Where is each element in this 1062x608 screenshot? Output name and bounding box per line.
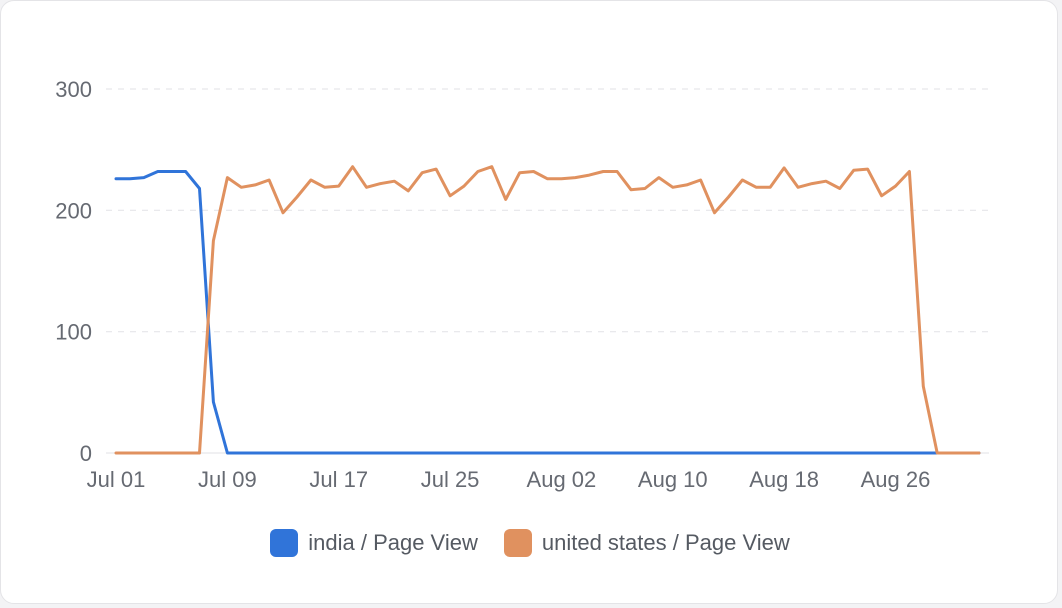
- y-tick-label: 300: [55, 77, 92, 102]
- x-tick-label: Jul 25: [421, 467, 480, 492]
- x-tick-label: Jul 01: [87, 467, 146, 492]
- y-tick-label: 200: [55, 198, 92, 223]
- x-tick-label: Jul 17: [309, 467, 368, 492]
- legend-item-0[interactable]: india / Page View: [270, 529, 478, 557]
- x-axis-ticks: Jul 01 Jul 09 Jul 17 Jul 25 Aug 02 Aug 10 Aug …: [87, 467, 931, 492]
- legend: india / Page View united states / Page Vi…: [1, 529, 1059, 557]
- y-tick-label: 100: [55, 320, 92, 345]
- series-line-0[interactable]: [114, 170, 981, 455]
- x-tick-label: Aug 18: [749, 467, 819, 492]
- legend-label: india / Page View: [308, 530, 478, 555]
- y-tick-label: 0: [80, 441, 92, 466]
- series-line-1[interactable]: [114, 165, 981, 455]
- legend-swatch: [503, 529, 532, 557]
- legend-swatch: [270, 529, 299, 557]
- x-tick-label: Aug 26: [861, 467, 931, 492]
- x-tick-label: Jul 09: [198, 467, 257, 492]
- grid-lines: [106, 88, 989, 454]
- legend-label: united states / Page View: [541, 530, 790, 555]
- x-tick-label: Aug 10: [638, 467, 708, 492]
- series-lines: [114, 165, 981, 455]
- x-tick-label: Aug 02: [527, 467, 597, 492]
- legend-item-1[interactable]: united states / Page View: [503, 529, 790, 557]
- y-axis-ticks: 0 100 200 300: [55, 77, 92, 466]
